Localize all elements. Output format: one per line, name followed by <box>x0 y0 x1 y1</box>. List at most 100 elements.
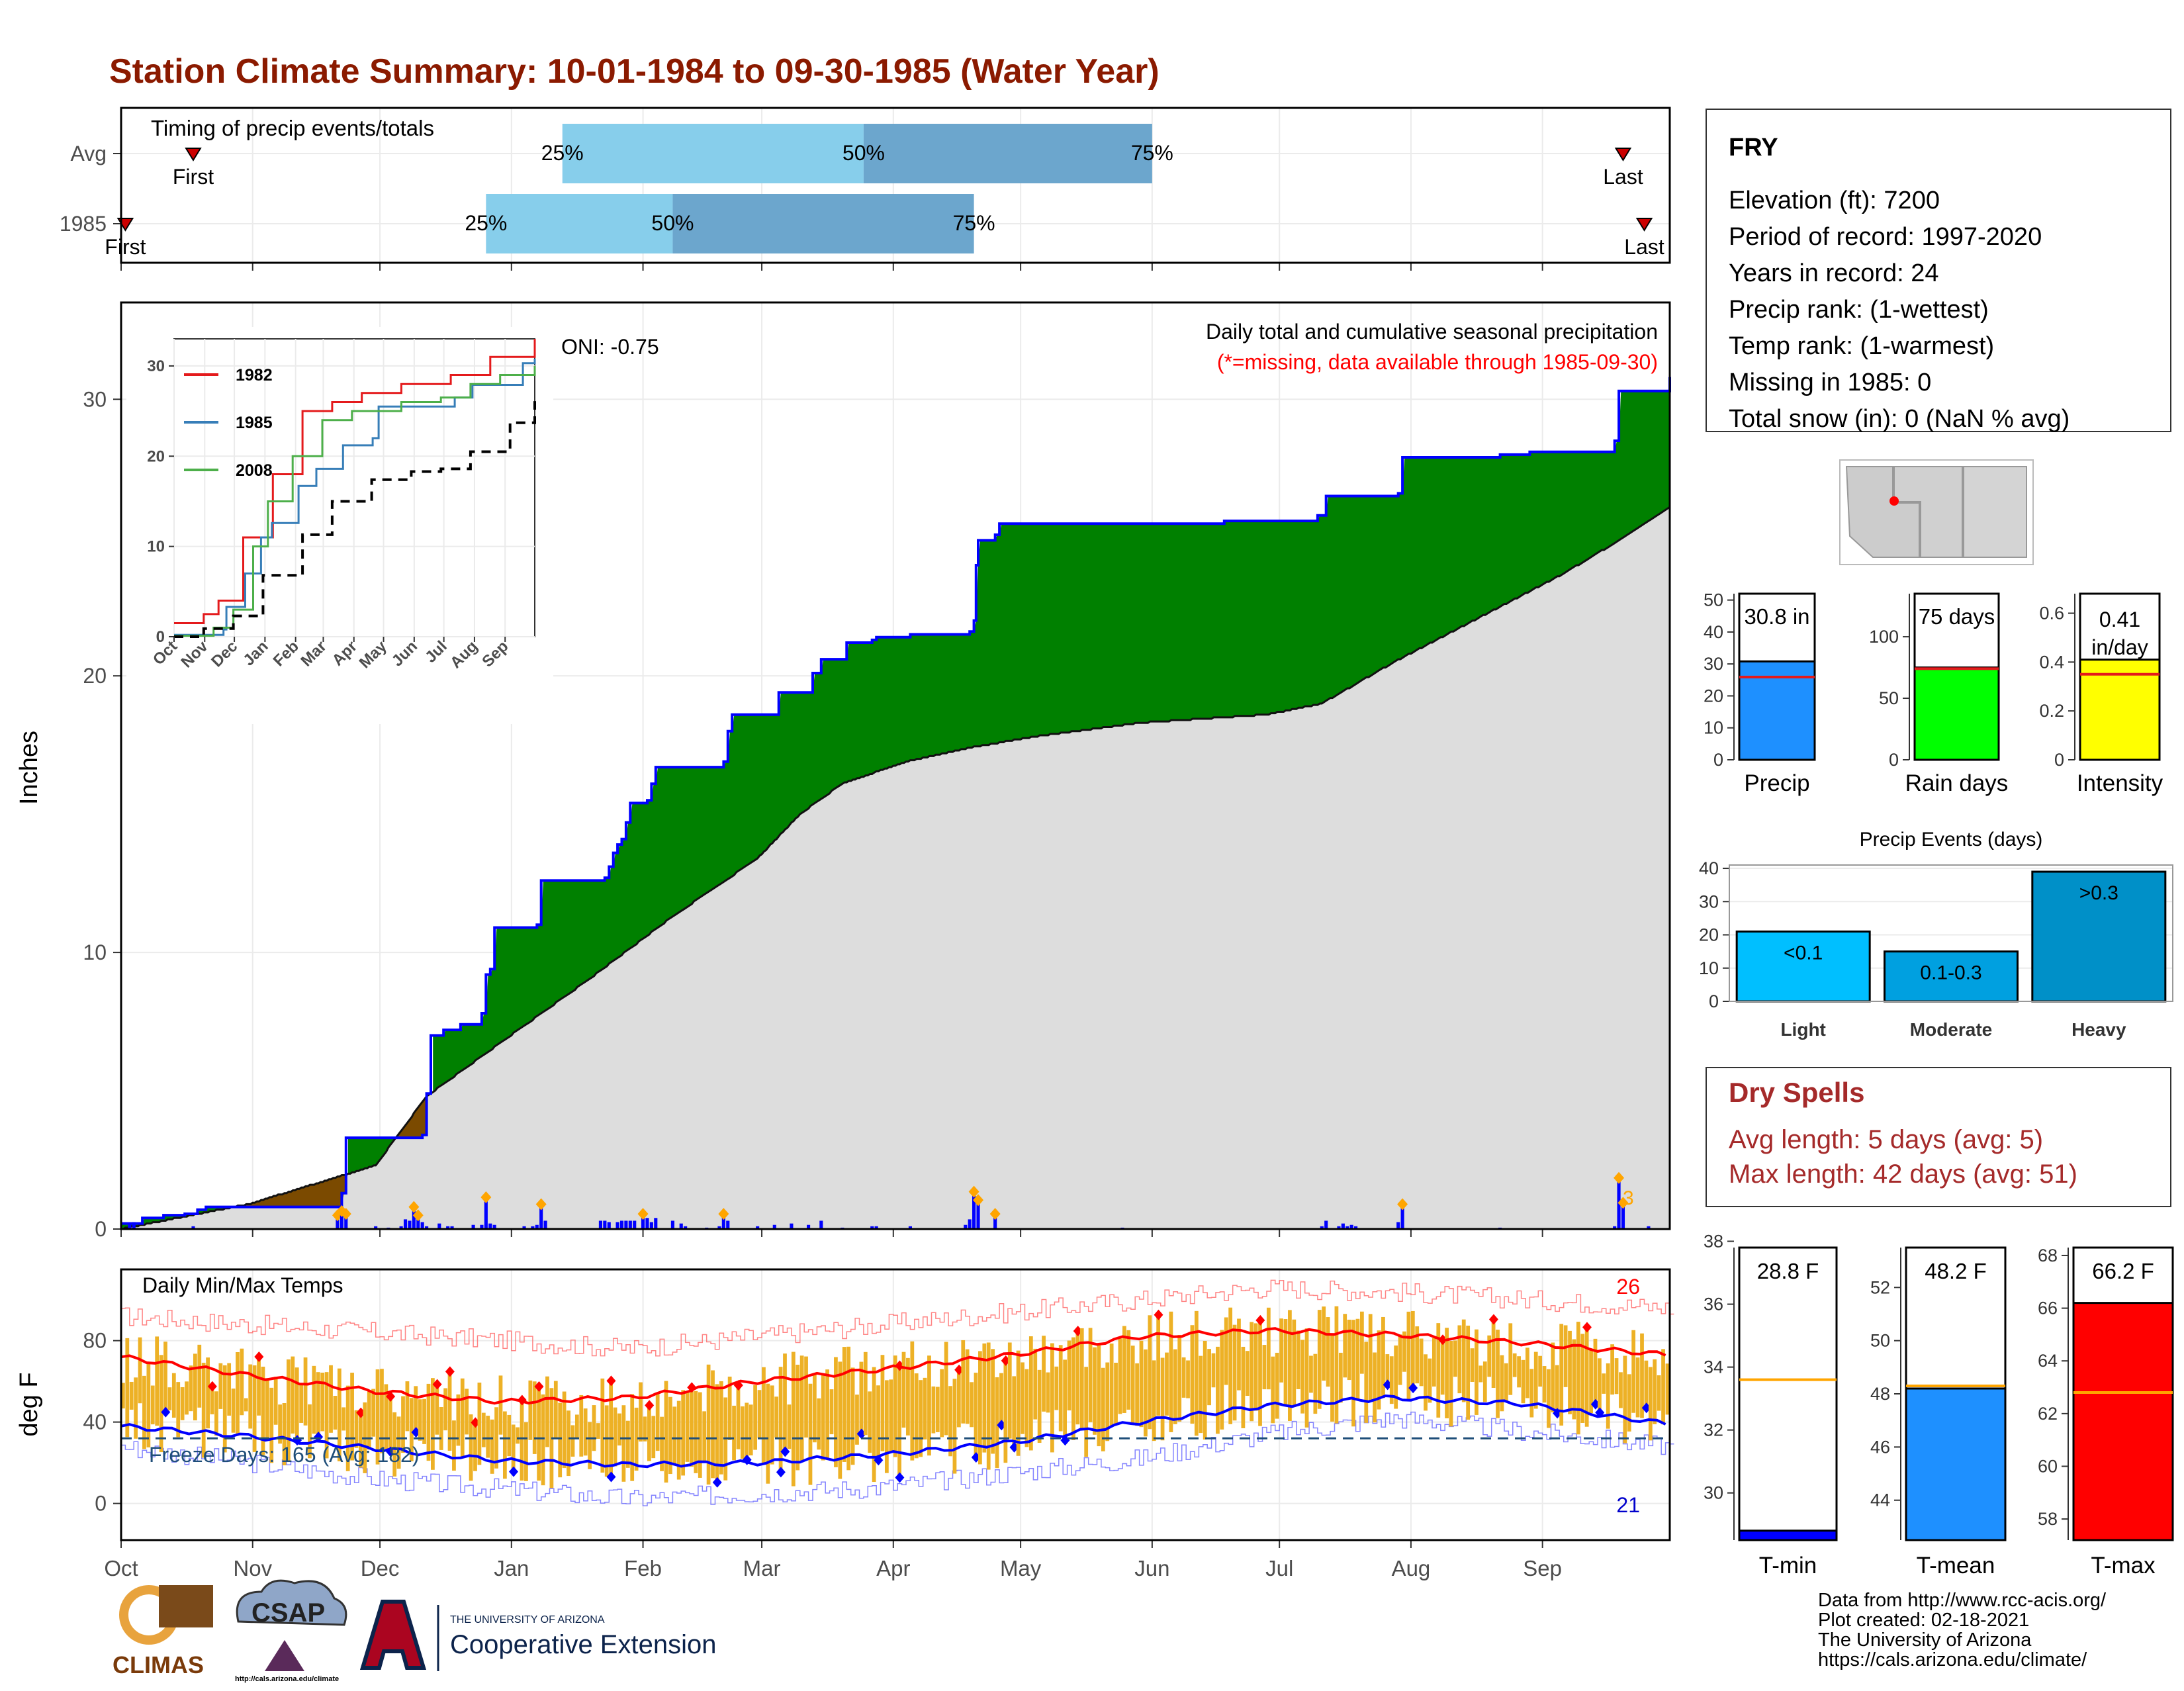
daily-temp-range-bar <box>1075 1331 1080 1425</box>
daily-temp-range-bar <box>1508 1323 1513 1395</box>
summary-category-label: T-min <box>1759 1553 1817 1578</box>
daily-temp-range-bar <box>1156 1314 1161 1416</box>
temperature-summary-panels: 30 32 34 36 38 28.8 F T-min 44 46 48 50 52 48.2 F T-m… <box>1704 1231 2174 1578</box>
precip-summary-panels: 0 10 20 30 40 50 30.8 in Precip 0 50 100 75 days Rai… <box>1704 590 2163 796</box>
daily-temp-range-bar <box>906 1357 910 1436</box>
daily-precip-marker <box>535 1198 547 1211</box>
daily-precip-bar <box>416 1216 420 1229</box>
daily-precip-marker <box>968 1185 979 1198</box>
daily-temp-range-bar <box>201 1363 206 1458</box>
daily-temp-range-bar <box>431 1378 435 1470</box>
record-low-marker <box>776 1467 786 1478</box>
daily-temp-range-bar <box>1338 1352 1343 1403</box>
timing-last-marker <box>1614 148 1632 161</box>
dry-spells-max: Max length: 42 days (avg: 51) <box>1729 1160 2077 1189</box>
daily-precip-bar <box>1621 1204 1625 1229</box>
daily-temp-range-bar <box>291 1356 295 1434</box>
daily-temp-range-bar <box>308 1404 312 1459</box>
summary-y-tick-label: 38 <box>1704 1231 1723 1251</box>
daily-temp-range-bar <box>1169 1311 1173 1432</box>
daily-precip-bar <box>607 1222 611 1229</box>
timing-row-label: 1985 <box>60 212 107 236</box>
record-high-count: 26 <box>1616 1275 1640 1299</box>
daily-temp-range-bar <box>1619 1372 1623 1408</box>
daily-precip-marker <box>480 1191 492 1204</box>
daily-temp-range-bar <box>287 1359 291 1461</box>
summary-y-tick-label: 36 <box>1704 1295 1723 1314</box>
inset-series-normal <box>174 401 536 638</box>
daily-temp-range-bar <box>1479 1365 1483 1383</box>
page-title: Station Climate Summary: 10-01-1984 to 0… <box>109 52 1160 91</box>
daily-temp-range-bar <box>439 1406 443 1450</box>
daily-temp-range-bar <box>715 1384 719 1483</box>
daily-temp-range-bar <box>766 1383 770 1484</box>
daily-temp-range-bar <box>1653 1359 1657 1424</box>
daily-temp-range-bar <box>1148 1315 1152 1430</box>
daily-temp-range-bar <box>244 1398 248 1412</box>
precip-events-title: Precip Events (days) <box>1860 829 2043 850</box>
daily-temp-range-bar <box>999 1373 1003 1426</box>
daily-temp-range-bar <box>469 1414 473 1481</box>
avg-max-line <box>120 1327 1666 1405</box>
daily-temp-range-bar <box>1475 1329 1479 1415</box>
daily-temp-range-bar <box>1504 1363 1508 1402</box>
station-info-line: Precip rank: (1-wettest) <box>1729 296 1989 324</box>
csap-cloud-icon <box>236 1579 347 1626</box>
daily-temp-range-bar <box>1449 1341 1453 1427</box>
daily-precip-bar <box>870 1226 874 1229</box>
daily-temp-range-bar <box>588 1422 592 1469</box>
daily-temp-range-bar <box>354 1410 359 1448</box>
daily-temp-range-bar <box>333 1396 338 1430</box>
daily-temp-range-bar <box>1466 1325 1471 1420</box>
daily-precip-bar <box>964 1224 968 1229</box>
daily-temp-range-bar <box>316 1372 320 1438</box>
record-high-marker <box>254 1351 264 1362</box>
daily-temp-range-bar <box>643 1416 647 1441</box>
timing-panel: 25% 50% 75% First Last Avg 25% 50% 75% First Last 1… <box>60 107 1671 271</box>
timing-title: Timing of precip events/totals <box>151 116 434 140</box>
daily-temp-range-bar <box>600 1378 605 1473</box>
summary-y-tick-label: 68 <box>2038 1246 2058 1265</box>
daily-temp-range-bar <box>1304 1328 1309 1428</box>
daily-precip-marker <box>1614 1171 1625 1184</box>
daily-precip-bar <box>1324 1220 1328 1229</box>
daily-precip-bar <box>819 1220 823 1229</box>
daily-temp-range-bar <box>1033 1348 1038 1420</box>
daily-temp-range-bar <box>138 1337 142 1404</box>
record-high-marker <box>445 1366 455 1377</box>
daily-temp-range-bar <box>1610 1344 1615 1395</box>
record-low-marker <box>314 1432 324 1443</box>
daily-precip-bar <box>420 1222 424 1229</box>
summary-y-tick-label: 62 <box>2038 1404 2058 1424</box>
summary-y-tick-label: 20 <box>1704 686 1723 706</box>
summary-value-bar <box>2079 659 2161 761</box>
precip-events-y-tick-label: 30 <box>1699 891 1719 911</box>
daily-temp-range-bar <box>1186 1360 1190 1398</box>
daily-precip-bar <box>649 1222 653 1229</box>
daily-temp-range-bar <box>337 1368 341 1461</box>
daily-temp-range-bar <box>1288 1310 1292 1422</box>
daily-temp-range-bar <box>681 1390 686 1476</box>
precip-events-y-tick-label: 10 <box>1699 958 1719 978</box>
daily-temp-range-bar <box>1496 1330 1500 1418</box>
daily-temp-range-bar <box>685 1393 690 1462</box>
daily-temp-range-bar <box>460 1378 465 1457</box>
daily-temp-range-bar <box>189 1365 193 1412</box>
daily-temp-range-bar <box>498 1375 503 1435</box>
inset-y-tick-label: 30 <box>147 357 165 375</box>
summary-y-tick-label: 100 <box>1869 627 1899 647</box>
daily-temp-range-bar <box>541 1394 545 1486</box>
month-tick-label: Feb <box>624 1556 662 1580</box>
precip-events-bar-label: 0.1-0.3 <box>1920 962 1981 984</box>
daily-temp-range-bar <box>1631 1330 1636 1413</box>
daily-temp-range-bar <box>257 1356 261 1416</box>
daily-temp-range-bar <box>1424 1354 1428 1411</box>
station-box-frame <box>1706 109 2171 432</box>
daily-temp-range-bar <box>1512 1353 1517 1377</box>
normal-cumulative-area <box>121 507 1670 1229</box>
daily-temp-range-bar <box>465 1389 469 1435</box>
daily-temp-range-bar <box>1279 1318 1283 1383</box>
daily-temp-range-bar <box>1547 1369 1551 1428</box>
daily-temp-range-bar <box>1241 1346 1246 1428</box>
